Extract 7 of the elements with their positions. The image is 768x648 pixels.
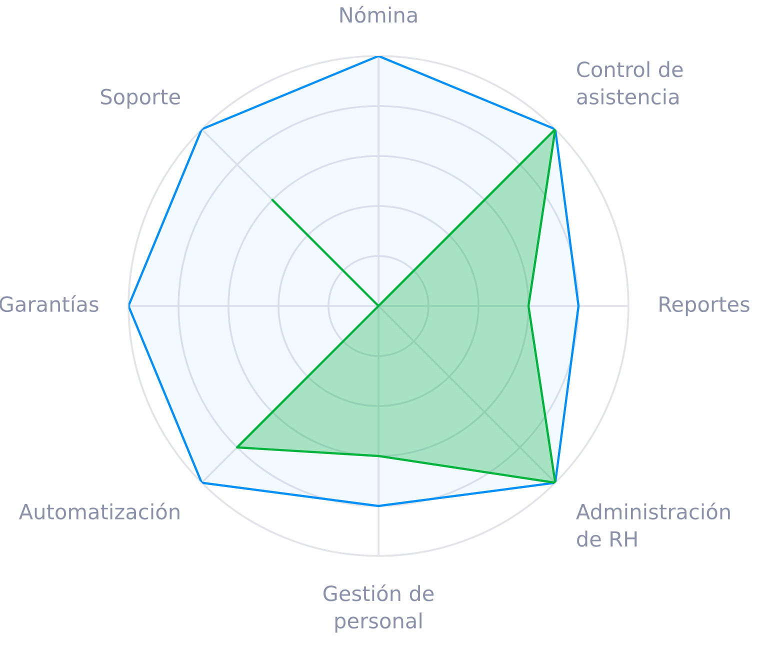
spoke-label: Automatización bbox=[18, 502, 180, 520]
spoke-label: Control de asistencia bbox=[577, 61, 683, 105]
spoke-label: Reportes bbox=[660, 296, 750, 316]
spoke-label: Nómina bbox=[340, 6, 417, 23]
spoke-label: Administración de RH bbox=[576, 502, 730, 547]
spoke-label: Soporte bbox=[100, 88, 180, 109]
spoke-label: Gestión de personal bbox=[323, 584, 434, 633]
